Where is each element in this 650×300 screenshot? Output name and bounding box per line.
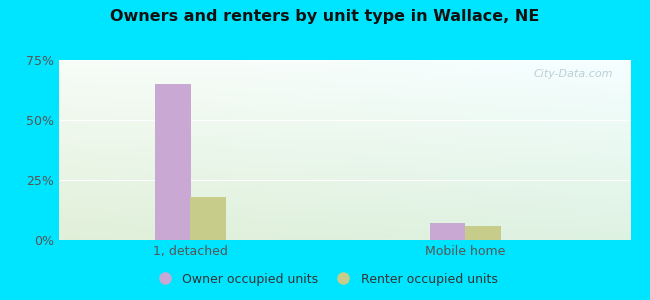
Bar [465, 226, 500, 240]
Bar [190, 197, 226, 240]
Text: City-Data.com: City-Data.com [534, 69, 614, 79]
Legend: Owner occupied units, Renter occupied units: Owner occupied units, Renter occupied un… [148, 268, 502, 291]
Text: Owners and renters by unit type in Wallace, NE: Owners and renters by unit type in Walla… [111, 9, 540, 24]
Bar [155, 84, 190, 240]
Bar [430, 223, 465, 240]
